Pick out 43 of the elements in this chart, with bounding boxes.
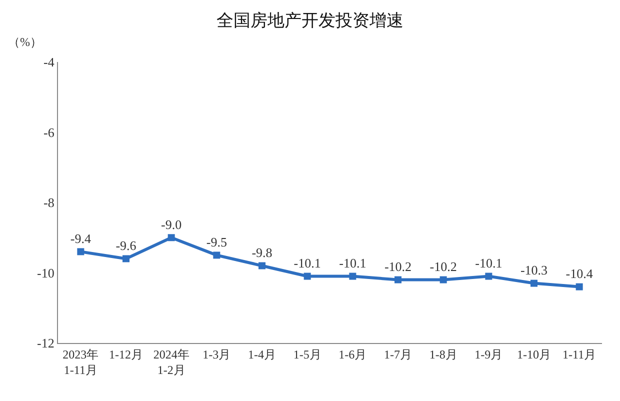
data-label: -9.0 xyxy=(161,217,182,232)
x-tick-label: 1-3月 xyxy=(202,347,231,362)
point xyxy=(530,280,538,287)
data-label: -10.1 xyxy=(339,256,366,271)
x-tick-label: 1-4月 xyxy=(248,347,276,362)
point xyxy=(394,276,402,284)
y-tick-label: -4 xyxy=(44,54,55,70)
x-tick-label: 1-7月 xyxy=(384,347,412,362)
data-label: -9.6 xyxy=(116,238,137,254)
point xyxy=(168,234,175,242)
y-axis-title: （%） xyxy=(8,35,42,49)
x-tick-label: 1-12月 xyxy=(109,347,143,362)
y-tick-label: -10 xyxy=(37,265,54,280)
data-label: -10.4 xyxy=(566,266,594,282)
y-tick-label: -8 xyxy=(44,195,54,210)
x-tick-label: 2023年 1-11月 xyxy=(62,347,99,377)
point xyxy=(77,248,84,256)
y-tick-label: -6 xyxy=(44,124,55,140)
data-label: -9.5 xyxy=(206,234,227,250)
point xyxy=(213,252,220,259)
point xyxy=(485,272,492,280)
data-label: -10.1 xyxy=(475,256,502,271)
x-tick-label: 1-6月 xyxy=(338,347,367,362)
data-label: -10.3 xyxy=(520,262,548,278)
x-tick-label: 1-5月 xyxy=(293,347,322,362)
point xyxy=(349,272,356,280)
x-tick-label: 1-8月 xyxy=(429,347,458,362)
point xyxy=(576,283,583,290)
point xyxy=(304,272,311,280)
data-label: -10.2 xyxy=(430,259,457,274)
y-tick-label: -12 xyxy=(37,336,54,351)
data-label: -9.8 xyxy=(252,245,272,260)
data-label: -10.1 xyxy=(294,256,321,271)
x-tick-label: 1-10月 xyxy=(517,347,551,362)
data-label: -10.2 xyxy=(384,259,412,274)
chart-title: 全国房地产开发投资增速 xyxy=(216,10,404,31)
x-tick-label: 2024年 1-2月 xyxy=(153,347,190,377)
x-tick-label: 1-9月 xyxy=(474,347,503,362)
point xyxy=(122,255,130,262)
data-label: -9.4 xyxy=(70,231,92,246)
x-tick-label: 1-11月 xyxy=(562,347,596,362)
point xyxy=(440,276,447,284)
point xyxy=(258,262,266,270)
